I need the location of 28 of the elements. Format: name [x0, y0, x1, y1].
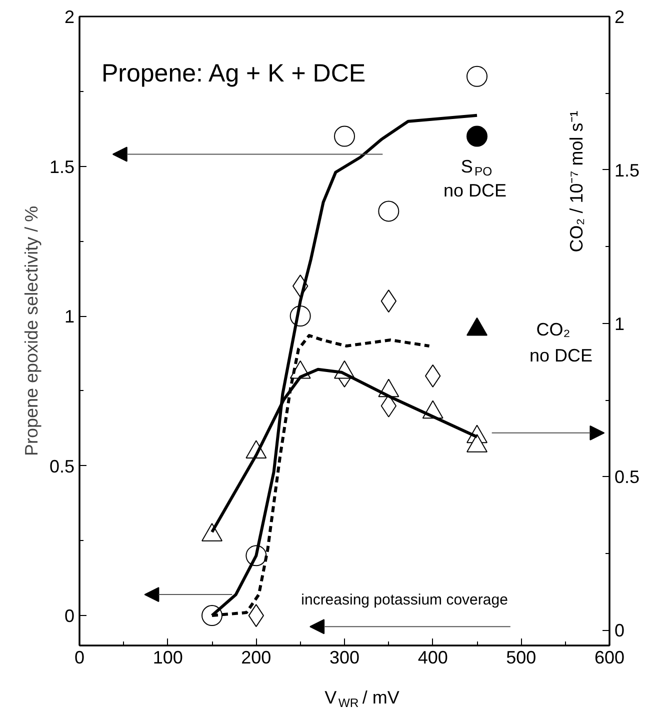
y2-tick-label: 1	[614, 314, 625, 334]
x-tick-label: 500	[506, 648, 536, 668]
y-tick-label: 2	[64, 7, 75, 27]
y-tick-label: 0.5	[49, 456, 75, 476]
point	[334, 126, 355, 147]
x-tick-label: 400	[418, 648, 448, 668]
y-tick-label: 1.5	[49, 156, 75, 177]
point	[466, 434, 488, 452]
text: Propene: Ag + K + DCE	[102, 60, 366, 88]
y2-tick-label: 0	[614, 620, 625, 641]
text: CO₂ no DCE	[530, 319, 593, 366]
point	[466, 66, 488, 87]
y2-tick-label: 0.5	[614, 467, 640, 488]
annotation: increasing potassium coverage	[301, 592, 508, 609]
x-tick-label: 100	[152, 648, 183, 668]
y2-axis-title: CO₂ / 10⁻⁷ mol s⁻¹	[566, 110, 586, 252]
y-tick-label: 0	[64, 606, 75, 626]
x-tick-label: 600	[594, 648, 625, 668]
point	[202, 522, 222, 542]
y-tick-label: 1	[64, 306, 75, 327]
point	[466, 317, 488, 336]
x-tick-label: 300	[329, 648, 360, 668]
y2-tick-label: 1.5	[614, 160, 640, 180]
point	[466, 126, 488, 147]
x-tick-label: 200	[241, 648, 272, 668]
point	[378, 200, 400, 222]
y2-tick-label: 2	[614, 7, 625, 27]
y-axis-title: Propene epoxide selectivity / %	[21, 206, 42, 456]
